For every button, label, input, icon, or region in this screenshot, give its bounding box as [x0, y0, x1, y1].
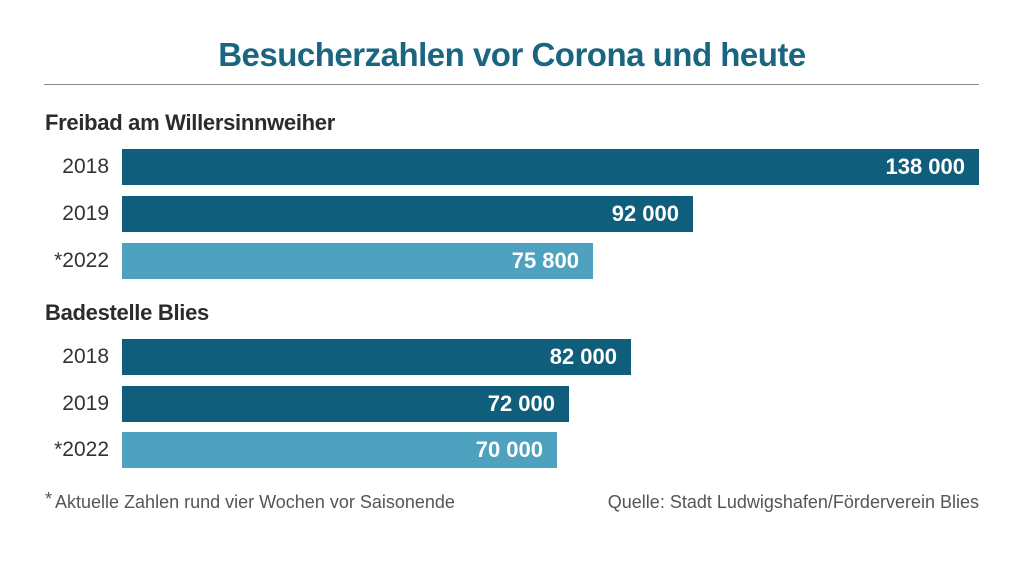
bar-value-label: 82 000: [549, 344, 617, 369]
group-title: Badestelle Blies: [45, 300, 209, 325]
footnote-text: Aktuelle Zahlen rund vier Wochen vor Sai…: [55, 492, 455, 512]
footnote-star: *: [45, 489, 53, 509]
bar-category-label: 2019: [62, 202, 109, 225]
bar-category-label: 2018: [62, 155, 109, 178]
bar-value-label: 138 000: [885, 154, 965, 179]
group-title: Freibad am Willersinnweiher: [45, 110, 336, 135]
bar: 72 000: [122, 386, 569, 422]
chart-title: Besucherzahlen vor Corona und heute: [218, 36, 806, 73]
bar: 92 000: [122, 196, 693, 232]
bar-category-label: *2022: [54, 249, 109, 272]
bar-category-label: 2019: [62, 392, 109, 415]
bar-category-label: 2018: [62, 345, 109, 368]
bar-value-label: 72 000: [487, 391, 555, 416]
bar-value-label: 75 800: [511, 248, 579, 273]
title-divider: [44, 84, 979, 85]
bar-category-label: *2022: [54, 438, 109, 461]
bar: 82 000: [122, 339, 631, 375]
footnote: * Aktuelle Zahlen rund vier Wochen vor Sa…: [45, 489, 455, 513]
bar-value-label: 70 000: [475, 437, 543, 462]
bar-value-label: 92 000: [611, 201, 679, 226]
bar: 75 800: [122, 243, 593, 279]
bar: 138 000: [122, 149, 979, 185]
source-note: Quelle: Stadt Ludwigshafen/Förderverein …: [607, 492, 979, 512]
bar: 70 000: [122, 432, 557, 468]
